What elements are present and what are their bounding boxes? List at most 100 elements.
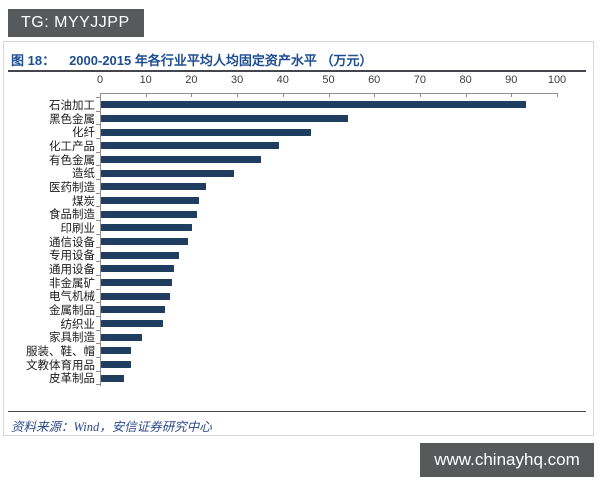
bar (101, 279, 172, 287)
category-label: 石油加工 (49, 99, 95, 112)
category-label: 黑色金属 (49, 113, 95, 126)
bar-row: 皮革制品 (4, 371, 593, 385)
y-axis-tick-mark (96, 192, 100, 194)
x-axis-tick-label: 80 (459, 74, 472, 86)
x-axis-tick-mark (374, 93, 376, 97)
category-label: 金属制品 (49, 304, 95, 317)
y-axis-tick-mark (96, 233, 100, 235)
bar-row: 化纤 (4, 125, 593, 139)
bar (101, 238, 188, 246)
x-axis-tick-label: 50 (322, 74, 335, 86)
bar (101, 306, 165, 314)
y-axis-tick-mark (96, 110, 100, 112)
y-axis-line (100, 93, 101, 386)
category-label: 通信设备 (49, 236, 95, 249)
figure-title: 图 18： 2000-2015 年各行业平均人均固定资产水平 （万元） (11, 50, 372, 69)
y-axis-tick-mark (96, 261, 100, 263)
bar (101, 333, 143, 341)
x-axis-tick-mark (282, 93, 284, 97)
x-axis-tick-label: 20 (185, 74, 198, 86)
category-label: 印刷业 (60, 222, 96, 235)
tg-watermark-badge: TG: MYYJJPP (8, 9, 144, 37)
x-axis-tick-label: 30 (230, 74, 244, 86)
bar (101, 224, 193, 232)
source-note: 资料来源：Wind，安信证券研究中心 (11, 420, 212, 434)
y-axis-tick-mark (96, 206, 100, 208)
y-axis-tick-mark (96, 220, 100, 222)
category-label: 医药制造 (49, 181, 95, 194)
category-label: 化工产品 (49, 140, 95, 153)
category-label: 皮革制品 (49, 373, 95, 386)
y-axis-tick-mark (96, 247, 100, 249)
bar (101, 142, 280, 150)
category-label: 家具制造 (49, 332, 95, 345)
tg-watermark-text: TG: MYYJJPP (21, 14, 130, 31)
y-axis-tick-mark (96, 151, 100, 153)
bar-row: 印刷业 (4, 221, 593, 235)
bar-row: 煤炭 (4, 194, 593, 208)
bar (101, 156, 261, 164)
x-axis-tick-label: 10 (139, 74, 152, 86)
category-label: 非金属矿 (49, 277, 95, 290)
x-axis-tick-mark (557, 93, 558, 97)
website-watermark-badge: www.chinayhq.com (420, 443, 594, 477)
x-axis-tick-mark (145, 93, 147, 97)
category-label: 通用设备 (49, 263, 95, 276)
bar (101, 361, 131, 369)
bar-row: 通信设备 (4, 235, 593, 249)
y-axis-tick-mark (96, 124, 100, 126)
category-label: 食品制造 (49, 209, 95, 222)
category-label: 纺织业 (60, 318, 96, 331)
x-axis-tick-mark (237, 93, 239, 97)
category-label: 服装、鞋、帽 (26, 345, 95, 358)
x-axis-tick-mark (419, 93, 421, 97)
y-axis-tick-mark (96, 165, 100, 167)
bar-row: 医药制造 (4, 180, 593, 194)
x-axis-tick-mark (328, 93, 330, 97)
bar (101, 183, 207, 191)
x-axis-tick-mark (191, 93, 193, 97)
y-axis-tick-mark (96, 302, 100, 304)
figure-panel: 图 18： 2000-2015 年各行业平均人均固定资产水平 （万元） 0 10 20… (3, 41, 594, 436)
y-axis-tick-mark (96, 97, 100, 98)
y-axis-tick-mark (96, 384, 100, 386)
y-axis-tick-mark (96, 370, 100, 372)
x-axis-tick-label: 70 (413, 74, 427, 86)
bar-row: 非金属矿 (4, 276, 593, 290)
category-label: 文教体育用品 (26, 359, 95, 372)
bar-row: 黑色金属 (4, 112, 593, 126)
y-axis-tick-mark (96, 343, 100, 345)
bar-row: 食品制造 (4, 207, 593, 221)
title-underline (8, 70, 586, 72)
bar-row: 石油加工 (4, 98, 593, 112)
bar-row: 化工产品 (4, 139, 593, 153)
y-axis-tick-mark (96, 356, 100, 358)
category-label: 有色金属 (49, 154, 95, 167)
y-axis-tick-mark (96, 274, 100, 276)
bar (101, 115, 348, 122)
bar (101, 210, 197, 218)
figure-number: 图 18： (11, 53, 56, 68)
bar-chart: 石油加工 黑色金属 化纤 化工产品 有色金属 造纸 医药制造 煤炭 食品制造 印刷业 通信设备 专用设… (4, 98, 593, 385)
bar-row: 专用设备 (4, 248, 593, 262)
bar-row: 通用设备 (4, 262, 593, 276)
bar-row: 电气机械 (4, 289, 593, 303)
bar (101, 128, 312, 136)
bar (101, 251, 179, 259)
bar-row: 服装、鞋、帽 (4, 344, 593, 358)
bar (101, 265, 175, 273)
x-axis-tick-label: 60 (368, 74, 381, 86)
figure-title-text: 2000-2015 年各行业平均人均固定资产水平 （万元） (69, 53, 373, 68)
bar-row: 金属制品 (4, 303, 593, 317)
bar (101, 320, 163, 328)
x-axis-tick-label: 0 (96, 74, 104, 86)
bar (101, 169, 234, 177)
bar-row: 纺织业 (4, 317, 593, 331)
bar (101, 101, 526, 109)
bar-row: 文教体育用品 (4, 358, 593, 372)
website-watermark-text: www.chinayhq.com (434, 450, 580, 469)
y-axis-tick-mark (96, 288, 100, 290)
bar (101, 197, 200, 205)
bar (101, 292, 170, 300)
bar-row: 家具制造 (4, 330, 593, 344)
